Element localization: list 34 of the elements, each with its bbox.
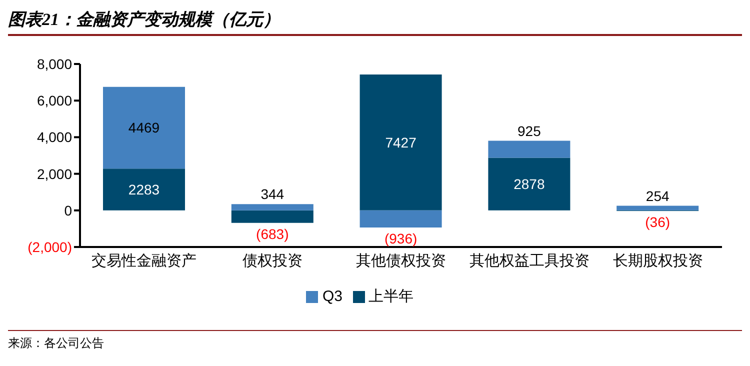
legend-label: Q3 [322, 288, 342, 305]
x-tick-label: 交易性金融资产 [92, 252, 197, 270]
source-note: 来源：各公司公告 [8, 335, 105, 352]
data-label: (936) [384, 230, 418, 247]
y-tick-label: 8,000 [36, 56, 72, 72]
bar [488, 158, 570, 210]
bar [488, 140, 570, 158]
y-tick-label: 2,000 [36, 166, 72, 182]
data-label: 2283 [128, 182, 160, 198]
data-label: 254 [646, 188, 670, 204]
data-label: (36) [645, 214, 670, 230]
bar [360, 74, 442, 210]
data-label: 4469 [128, 120, 160, 136]
chart-title: 图表21：金融资产变动规模（亿元） [8, 8, 742, 36]
y-tick-label: (2,000) [28, 239, 72, 255]
data-label: (683) [256, 226, 289, 242]
y-tick-label: 6,000 [36, 92, 72, 109]
bar [231, 210, 314, 223]
x-tick-label: 其他债权投资 [356, 252, 446, 270]
bar [360, 210, 442, 228]
bar [103, 86, 185, 169]
data-label: 344 [260, 186, 284, 202]
data-label: 925 [518, 122, 542, 139]
x-tick-label: 债权投资 [242, 252, 303, 270]
data-label: 2878 [514, 176, 545, 192]
x-tick-label: 其他权益工具投资 [469, 252, 590, 270]
bar [616, 206, 699, 210]
bar [103, 168, 185, 210]
legend-label: 上半年 [368, 288, 414, 305]
data-label: 7427 [385, 134, 417, 150]
y-tick-label: 0 [64, 202, 72, 218]
x-tick-label: 长期股权投资 [612, 252, 703, 270]
y-tick-label: 4,000 [36, 129, 72, 146]
bar [231, 204, 314, 210]
